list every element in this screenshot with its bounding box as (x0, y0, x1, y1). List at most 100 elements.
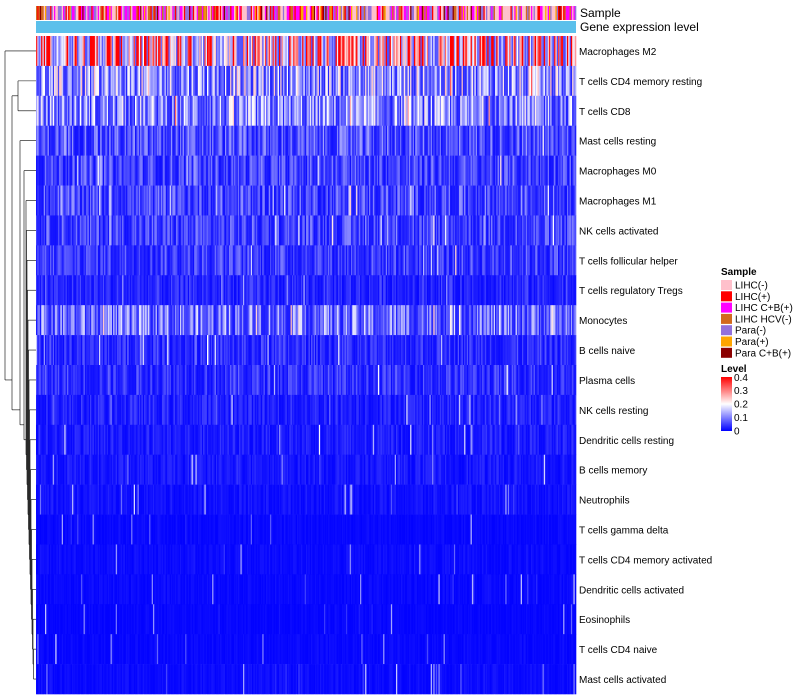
heatmap-cell (329, 125, 331, 156)
heatmap-cell (556, 155, 559, 186)
heatmap-cell (102, 155, 105, 186)
heatmap-cell (430, 95, 433, 127)
heatmap-cell (484, 335, 487, 366)
heatmap-cell (379, 275, 381, 306)
heatmap-cell (345, 125, 348, 156)
heatmap-cell (200, 125, 203, 156)
heatmap-cell (241, 125, 244, 156)
sample-annotation-cell (455, 6, 457, 20)
heatmap-cell (430, 335, 433, 366)
heatmap-cell (398, 215, 401, 246)
heatmap-cell (154, 215, 156, 246)
heatmap-cell (183, 335, 186, 366)
heatmap-cell (491, 65, 493, 97)
heatmap-cell (514, 155, 516, 186)
sample-annotation-cell (261, 6, 263, 20)
heatmap-cell (191, 335, 194, 366)
heatmap-cell (536, 245, 538, 276)
heatmap-cell (470, 215, 473, 246)
heatmap-cell (230, 65, 232, 97)
heatmap-cell (91, 36, 93, 67)
heatmap-cell (509, 305, 511, 336)
heatmap-cell (532, 155, 534, 186)
heatmap-cell (248, 185, 250, 216)
heatmap-cell (352, 305, 354, 336)
heatmap-cell (568, 245, 570, 276)
heatmap-cell (340, 185, 343, 216)
heatmap-cell (460, 275, 462, 306)
heatmap-cell (396, 125, 398, 156)
sample-annotation-cell (195, 6, 198, 20)
heatmap-cell (78, 275, 81, 306)
heatmap-cell (414, 125, 416, 156)
heatmap-cell (262, 275, 264, 306)
heatmap-cell (115, 245, 118, 276)
heatmap-cell (543, 65, 546, 97)
heatmap-cell (64, 36, 66, 67)
heatmap-cell (41, 95, 43, 127)
heatmap-cell (326, 335, 329, 366)
heatmap-cell (235, 245, 237, 276)
heatmap-cell (546, 36, 549, 67)
heatmap-cell (519, 36, 522, 67)
heatmap-cell (59, 65, 61, 97)
heatmap-cell (56, 305, 59, 336)
heatmap-cell (321, 155, 324, 186)
heatmap-cell (77, 275, 79, 306)
heatmap-cell (528, 215, 531, 246)
heatmap-cell (225, 36, 227, 67)
heatmap-cell (321, 245, 324, 276)
heatmap-cell (182, 36, 185, 67)
heatmap-cell (124, 305, 127, 336)
heatmap-cell (366, 275, 369, 306)
heatmap-cell (190, 155, 192, 186)
heatmap-cell (267, 155, 270, 186)
heatmap-cell (104, 155, 106, 186)
sample-annotation-cell (74, 6, 77, 20)
sample-annotation-cell (514, 6, 516, 20)
heatmap-cell (390, 125, 393, 156)
heatmap-cell (298, 335, 300, 366)
heatmap-cell (129, 305, 132, 336)
heatmap-cell (416, 125, 419, 156)
heatmap-cell (266, 65, 268, 97)
heatmap-cell (451, 275, 453, 306)
heatmap-cell (102, 36, 105, 67)
heatmap-cell (316, 36, 318, 67)
heatmap-cell (164, 95, 167, 127)
heatmap-cell (420, 185, 423, 216)
heatmap-cell (423, 245, 425, 276)
heatmap-cell (117, 65, 119, 97)
heatmap-cell (491, 305, 493, 336)
heatmap-cell (299, 335, 302, 366)
heatmap-cell (82, 155, 84, 186)
heatmap-cell (339, 245, 342, 276)
heatmap-cell (214, 125, 217, 156)
heatmap-cell (201, 275, 204, 306)
heatmap-cell (268, 215, 271, 246)
heatmap-cell (286, 215, 289, 246)
heatmap-cell (430, 36, 433, 67)
heatmap-cell (519, 155, 522, 186)
heatmap-cell (84, 275, 87, 306)
heatmap-cell (93, 245, 96, 276)
heatmap-cell (513, 36, 515, 67)
heatmap-cell (447, 65, 450, 97)
heatmap-cell (275, 36, 277, 67)
heatmap-cell (63, 185, 65, 216)
heatmap-cell (357, 125, 360, 156)
heatmap-cell (191, 125, 194, 156)
heatmap-cell (186, 215, 189, 246)
heatmap-cell (473, 275, 475, 306)
heatmap-cell (276, 245, 279, 276)
heatmap-cell (416, 215, 419, 246)
heatmap-cell (149, 335, 151, 366)
heatmap-cell (357, 185, 360, 216)
heatmap-cell (339, 125, 342, 156)
heatmap-cell (515, 155, 518, 186)
heatmap-cell (55, 125, 57, 156)
heatmap-cell (545, 275, 547, 306)
sample-annotation-cell (131, 6, 133, 20)
heatmap-cell (474, 185, 477, 216)
heatmap-cell (320, 185, 322, 216)
